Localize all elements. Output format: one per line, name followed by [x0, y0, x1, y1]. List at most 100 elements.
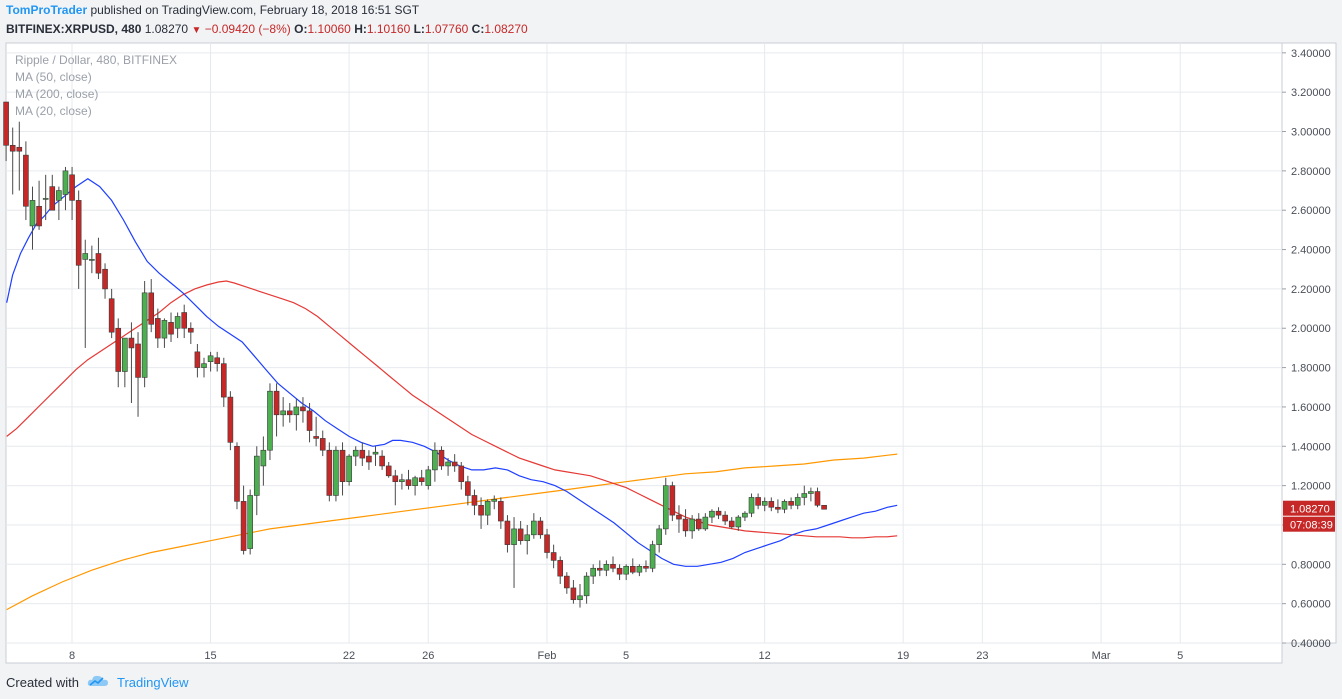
candle[interactable]	[504, 515, 511, 553]
candle[interactable]	[550, 544, 557, 569]
candle[interactable]	[207, 351, 214, 372]
candle[interactable]	[544, 528, 550, 559]
candle[interactable]	[484, 499, 491, 525]
candle[interactable]	[623, 564, 629, 581]
candle[interactable]	[636, 564, 643, 577]
candle[interactable]	[240, 485, 247, 555]
candle[interactable]	[62, 166, 69, 211]
candle[interactable]	[29, 186, 36, 250]
candle[interactable]	[511, 517, 517, 588]
candle[interactable]	[293, 399, 300, 431]
candle[interactable]	[821, 504, 827, 510]
candle[interactable]	[379, 450, 385, 470]
candle[interactable]	[689, 515, 695, 539]
candle[interactable]	[399, 473, 405, 490]
candle[interactable]	[253, 446, 260, 516]
candle[interactable]	[220, 357, 227, 407]
candle[interactable]	[537, 517, 544, 539]
candle[interactable]	[135, 332, 141, 417]
candle[interactable]	[102, 263, 108, 299]
candle[interactable]	[168, 312, 174, 343]
candle[interactable]	[603, 560, 610, 577]
candle[interactable]	[583, 572, 590, 604]
candle[interactable]	[188, 322, 194, 344]
candle[interactable]	[781, 499, 788, 514]
candle[interactable]	[596, 560, 603, 577]
candle[interactable]	[234, 442, 240, 510]
candle[interactable]	[735, 515, 742, 531]
candle[interactable]	[445, 458, 451, 476]
candle[interactable]	[491, 495, 498, 510]
candle[interactable]	[372, 446, 379, 466]
candle[interactable]	[366, 450, 372, 470]
candle[interactable]	[768, 497, 775, 512]
candle[interactable]	[814, 487, 821, 508]
candle[interactable]	[56, 186, 62, 221]
candle[interactable]	[108, 288, 115, 339]
candle[interactable]	[82, 239, 89, 348]
candle[interactable]	[794, 493, 801, 510]
candle[interactable]	[392, 469, 399, 506]
candle[interactable]	[9, 127, 16, 195]
candle[interactable]	[352, 446, 359, 466]
candle[interactable]	[214, 351, 220, 372]
candle[interactable]	[115, 318, 122, 388]
plot-area[interactable]	[5, 42, 1283, 644]
candle[interactable]	[656, 524, 662, 553]
candle[interactable]	[577, 583, 583, 608]
candle[interactable]	[300, 397, 306, 423]
candle[interactable]	[122, 337, 128, 388]
candle[interactable]	[346, 454, 352, 486]
candle[interactable]	[748, 493, 755, 518]
candle[interactable]	[458, 462, 465, 490]
candle[interactable]	[412, 475, 418, 496]
candle[interactable]	[359, 442, 366, 466]
candle[interactable]	[775, 499, 781, 514]
candle[interactable]	[742, 511, 748, 522]
candle[interactable]	[478, 497, 484, 529]
candle[interactable]	[181, 304, 188, 339]
candle[interactable]	[669, 481, 676, 522]
candle[interactable]	[194, 343, 201, 378]
candle[interactable]	[3, 101, 9, 162]
candle[interactable]	[128, 322, 135, 403]
candle[interactable]	[643, 560, 649, 573]
candle[interactable]	[201, 357, 207, 378]
candle[interactable]	[69, 166, 75, 221]
candle[interactable]	[161, 318, 168, 348]
candle[interactable]	[695, 513, 702, 531]
candle[interactable]	[610, 556, 616, 573]
candle[interactable]	[451, 454, 458, 472]
candle[interactable]	[148, 279, 155, 333]
candle[interactable]	[16, 121, 23, 191]
candle[interactable]	[339, 442, 346, 496]
candle[interactable]	[808, 487, 814, 502]
candle[interactable]	[616, 564, 623, 581]
candle[interactable]	[36, 180, 42, 230]
candle[interactable]	[755, 493, 761, 510]
candle[interactable]	[715, 507, 722, 520]
candle[interactable]	[273, 383, 280, 437]
candle[interactable]	[432, 442, 438, 482]
candle[interactable]	[557, 556, 564, 584]
candle[interactable]	[438, 446, 445, 470]
price-axis[interactable]	[1281, 42, 1337, 644]
candle[interactable]	[629, 558, 636, 575]
candle[interactable]	[313, 416, 319, 447]
candle[interactable]	[676, 505, 682, 533]
candle[interactable]	[405, 469, 412, 490]
candle[interactable]	[465, 475, 471, 506]
candle[interactable]	[267, 383, 273, 461]
candle[interactable]	[418, 469, 425, 486]
candle[interactable]	[471, 489, 478, 516]
candle[interactable]	[247, 489, 253, 555]
candle[interactable]	[286, 403, 293, 423]
candle[interactable]	[155, 308, 161, 348]
candle[interactable]	[174, 312, 181, 339]
candle[interactable]	[333, 446, 339, 502]
candle[interactable]	[49, 174, 56, 211]
candle[interactable]	[326, 442, 333, 502]
candle[interactable]	[425, 465, 432, 490]
candle[interactable]	[709, 509, 715, 523]
candle[interactable]	[498, 497, 504, 529]
